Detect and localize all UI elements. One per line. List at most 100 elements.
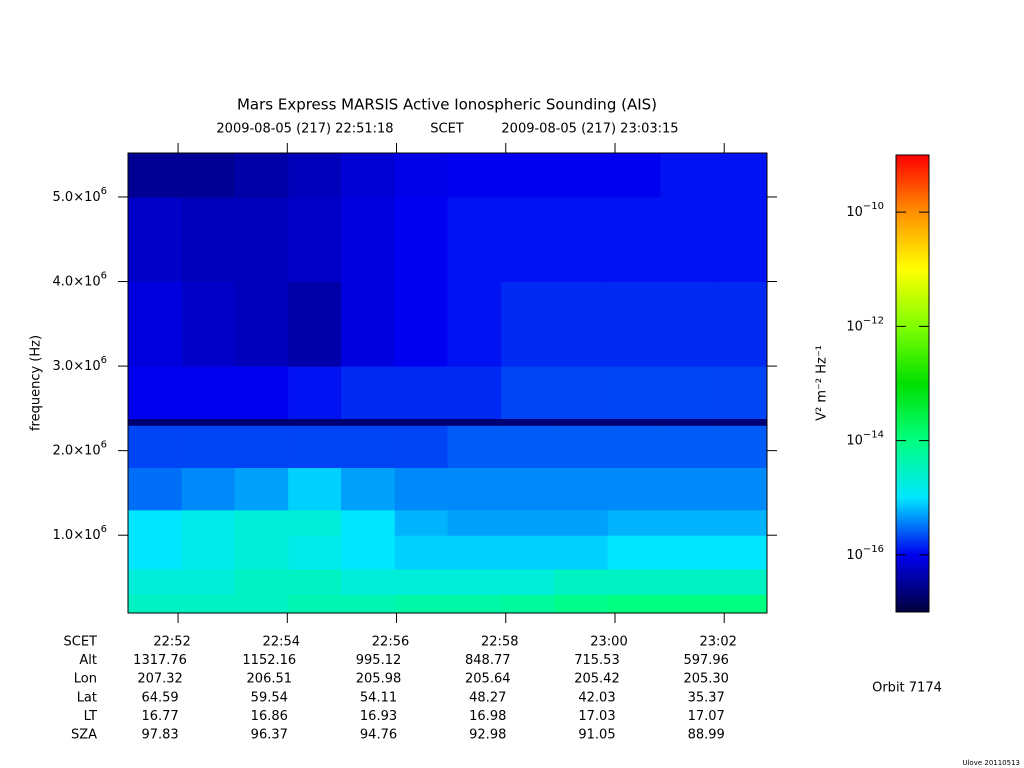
heatmap-cell	[394, 281, 448, 367]
ephemeris-value: 16.77	[141, 709, 178, 724]
y-tick-label: 3.0×106	[53, 355, 107, 374]
y-tick-label: 4.0×106	[53, 271, 107, 290]
ephemeris-value: 205.30	[683, 672, 729, 687]
colorbar-tick-label-base: 10	[846, 319, 863, 334]
heatmap-cell	[341, 425, 396, 469]
heatmap-cell	[288, 153, 342, 198]
colorbar-tick-label: 10−14	[846, 430, 884, 449]
heatmap-cell	[501, 535, 555, 570]
ephemeris-value: 207.32	[137, 672, 183, 687]
heatmap-cell	[234, 153, 289, 198]
heatmap-cell	[288, 366, 342, 420]
heatmap-cell	[501, 425, 555, 469]
heatmap-cell	[181, 569, 235, 595]
heatmap-cell	[394, 467, 448, 511]
ephemeris-value: 97.83	[141, 728, 178, 743]
y-tick-label: 5.0×106	[53, 186, 107, 205]
heatmap-cell	[447, 425, 502, 469]
heatmap-cell	[234, 366, 289, 420]
heatmap-cell	[181, 153, 235, 198]
heatmap-cell	[128, 196, 183, 283]
heatmap-cell	[660, 467, 715, 511]
ephemeris-value: 17.07	[688, 709, 725, 724]
heatmap-cell	[341, 509, 396, 536]
heatmap-cell	[554, 535, 609, 570]
colorbar-tick-label: 10−10	[846, 201, 884, 220]
heatmap-cell	[234, 594, 289, 614]
heatmap-cell	[447, 196, 502, 283]
colorbar-tick-label-exponent: −16	[863, 544, 884, 555]
heatmap-cell	[341, 366, 396, 420]
heatmap-cell	[394, 196, 448, 283]
heatmap-cell	[660, 535, 715, 570]
x-tick-label: 22:56	[372, 635, 409, 650]
heatmap-cell	[128, 366, 183, 420]
heatmap-cell	[660, 569, 715, 595]
heatmap-cell	[234, 467, 289, 511]
ephemeris-value: 16.93	[360, 709, 397, 724]
ephemeris-value: 205.42	[574, 672, 620, 687]
ephemeris-value: 16.86	[251, 709, 288, 724]
heatmap-cell	[554, 425, 609, 469]
heatmap-cell	[554, 569, 609, 595]
colorbar-tick-label: 10−12	[846, 315, 884, 334]
heatmap-cell	[554, 366, 609, 420]
ephemeris-value: 597.96	[683, 653, 729, 668]
heatmap-cell	[128, 509, 183, 536]
ephemeris-label: Alt	[79, 653, 97, 668]
heatmap-cell	[607, 509, 661, 536]
heatmap-cell	[288, 535, 342, 570]
heatmap-cell	[714, 366, 768, 420]
chart-title: Mars Express MARSIS Active Ionospheric S…	[237, 96, 657, 114]
subtitle-end: 2009-08-05 (217) 23:03:15	[501, 122, 678, 137]
heatmap-cell	[554, 467, 609, 511]
x-tick-label: 22:54	[263, 635, 300, 650]
heatmap-cell	[234, 509, 289, 536]
heatmap-cell	[607, 196, 661, 283]
heatmap-cell	[181, 594, 235, 614]
heatmap-cell	[288, 509, 342, 536]
ephemeris-value: 96.37	[251, 728, 288, 743]
heatmap-cell	[341, 535, 396, 570]
heatmap-cell	[234, 196, 289, 283]
y-tick-label-base: 4.0×10	[53, 274, 101, 289]
heatmap-cell	[288, 467, 342, 511]
heatmap-cell	[714, 425, 768, 469]
ephemeris-value: 205.98	[356, 672, 402, 687]
heatmap-cell	[181, 418, 235, 426]
heatmap-cell	[341, 418, 396, 426]
heatmap-cell	[394, 535, 448, 570]
heatmap-cell	[501, 509, 555, 536]
heatmap-cell	[714, 467, 768, 511]
y-tick-label: 2.0×106	[53, 440, 107, 459]
heatmap-cell	[288, 418, 342, 426]
heatmap-cell	[341, 467, 396, 511]
heatmap-cell	[288, 594, 342, 614]
heatmap-cell	[181, 366, 235, 420]
heatmap-cell	[554, 509, 609, 536]
heatmap-cell	[394, 418, 448, 426]
ephemeris-value: 16.98	[469, 709, 506, 724]
x-tick-label: 22:58	[481, 635, 518, 650]
ephemeris-value: 17.03	[578, 709, 615, 724]
ephemeris-value: 64.59	[141, 690, 178, 705]
heatmap-cell	[501, 594, 555, 614]
heatmap-cell	[660, 366, 715, 420]
colorbar	[895, 154, 930, 613]
colorbar-tick-label-exponent: −10	[863, 201, 884, 212]
orbit-label: Orbit 7174	[872, 681, 942, 696]
heatmap-cell	[128, 569, 183, 595]
heatmap-cell	[128, 281, 183, 367]
x-tick-label: 22:52	[153, 635, 190, 650]
heatmap-cell	[660, 509, 715, 536]
heatmap-cell	[128, 418, 183, 426]
heatmap-cell	[181, 196, 235, 283]
heatmap-cell	[128, 425, 183, 469]
heatmap-cell	[394, 425, 448, 469]
heatmap-cell	[128, 594, 183, 614]
heatmap-cell	[447, 509, 502, 536]
ephemeris-value: 205.64	[465, 672, 511, 687]
y-tick-label-exponent: 6	[101, 440, 107, 451]
ephemeris-value: 59.54	[251, 690, 288, 705]
